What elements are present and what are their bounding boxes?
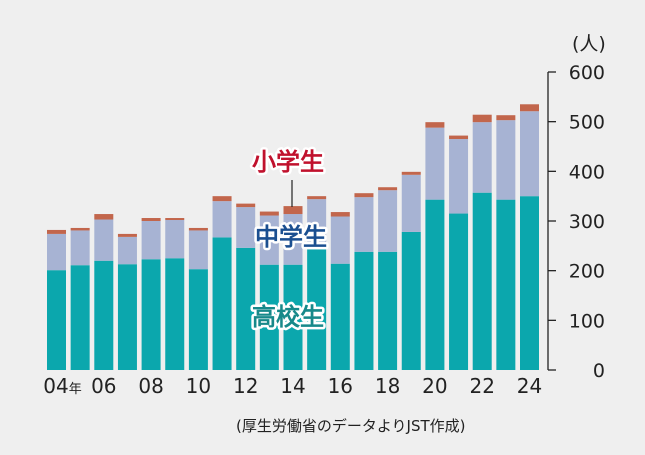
bar-2015-series-1 — [307, 199, 327, 250]
bar-2019-series-2 — [401, 171, 421, 175]
bar-2004-series-2 — [47, 229, 66, 234]
bar-2010-series-1 — [188, 230, 208, 270]
bar-2012-series-0 — [236, 247, 256, 370]
bar-2024-series-2 — [520, 104, 539, 112]
bar-2016-series-1 — [330, 216, 350, 264]
y-tick-label: 0 — [593, 360, 605, 382]
bar-2006-series-1 — [94, 219, 114, 261]
bar-2005-series-1 — [70, 230, 90, 266]
bar-2018-series-2 — [378, 187, 398, 191]
bar-2011-series-1 — [212, 201, 232, 238]
bar-2014-series-2 — [283, 206, 303, 215]
bar-2024-series-1 — [520, 111, 539, 197]
x-tick-label: 04年 — [43, 374, 81, 398]
bar-2023-series-0 — [496, 199, 516, 370]
y-tick-label: 400 — [569, 161, 605, 183]
legend-label-junior-high: 中学生 — [255, 223, 327, 251]
bar-2018-series-1 — [378, 190, 398, 252]
bar-2019-series-0 — [401, 231, 421, 370]
bar-2020-series-1 — [425, 127, 445, 200]
bar-2018-series-0 — [378, 251, 398, 370]
x-tick-label: 14 — [280, 374, 305, 398]
x-tick-label: 06 — [91, 374, 116, 398]
bar-2022-series-2 — [472, 114, 492, 123]
x-tick-label: 24 — [517, 374, 542, 398]
bar-2019-series-1 — [401, 174, 421, 232]
bar-2021-series-0 — [449, 213, 469, 370]
bar-2010-series-0 — [188, 269, 208, 370]
bar-2016-series-2 — [330, 212, 350, 217]
bar-2009-series-1 — [165, 220, 185, 259]
bar-2015-series-2 — [307, 196, 327, 200]
bar-2024-series-0 — [520, 196, 539, 370]
y-axis-unit: (人) — [572, 33, 606, 55]
bar-2005-series-2 — [70, 227, 90, 231]
bar-2005-series-0 — [70, 265, 90, 370]
x-tick-label: 22 — [469, 374, 494, 398]
bar-2013-series-1 — [259, 215, 279, 265]
bar-2009-series-0 — [165, 258, 185, 370]
bar-2004-series-0 — [47, 270, 66, 370]
bar-2008-series-2 — [141, 218, 161, 221]
y-tick-label: 600 — [569, 62, 605, 84]
x-axis: 04年 06 08 10 12 14 16 18 20 22 24 — [43, 374, 542, 398]
bar-2017-series-2 — [354, 193, 374, 198]
bar-2007-series-2 — [117, 233, 137, 237]
bar-2017-series-1 — [354, 197, 374, 252]
bar-2021-series-2 — [449, 135, 469, 140]
bar-2012-series-1 — [236, 207, 256, 248]
legend-label-elementary: 小学生 — [252, 148, 324, 176]
x-tick-label: 18 — [375, 374, 400, 398]
x-tick-label: 20 — [422, 374, 447, 398]
bar-2016-series-0 — [330, 263, 350, 370]
bar-2013-series-0 — [259, 264, 279, 370]
x-tick-suffix: 年 — [69, 382, 82, 397]
bar-2007-series-0 — [117, 264, 137, 370]
bar-2012-series-2 — [236, 203, 256, 208]
bar-2009-series-2 — [165, 218, 185, 221]
bar-2020-series-2 — [425, 122, 445, 128]
x-tick-label: 10 — [186, 374, 211, 398]
y-tick-label: 500 — [569, 112, 605, 134]
x-tick-label: 08 — [138, 374, 163, 398]
bar-2008-series-1 — [141, 221, 161, 260]
y-tick-label: 200 — [569, 261, 605, 283]
source-note: (厚生労働省のデータよりJST作成) — [236, 417, 466, 435]
bar-2006-series-0 — [94, 260, 114, 370]
bar-2017-series-0 — [354, 251, 374, 370]
bar-2023-series-1 — [496, 120, 516, 200]
x-tick-label: 16 — [328, 374, 353, 398]
y-tick-label: 300 — [569, 211, 605, 233]
bar-2021-series-1 — [449, 139, 469, 214]
bar-2011-series-2 — [212, 196, 232, 202]
bar-2010-series-2 — [188, 227, 208, 231]
bar-2008-series-0 — [141, 259, 161, 370]
y-tick-label: 100 — [569, 310, 605, 332]
bar-2014-series-0 — [283, 264, 303, 370]
x-tick-label: 12 — [233, 374, 258, 398]
bar-2022-series-0 — [472, 192, 492, 370]
bar-2007-series-1 — [117, 236, 137, 265]
bar-2011-series-0 — [212, 237, 232, 370]
bar-2020-series-0 — [425, 199, 445, 370]
bar-2023-series-2 — [496, 115, 516, 121]
bar-2004-series-1 — [47, 233, 66, 271]
bar-2006-series-2 — [94, 214, 114, 220]
bar-2022-series-1 — [472, 122, 492, 193]
bar-2015-series-0 — [307, 249, 327, 370]
bar-2013-series-2 — [259, 211, 279, 216]
y-axis: 0 100 200 300 400 500 600 — [547, 62, 605, 382]
legend-label-high-school: 高校生 — [252, 303, 324, 331]
bar-2014-series-1 — [283, 214, 303, 265]
bars-group — [47, 104, 539, 370]
